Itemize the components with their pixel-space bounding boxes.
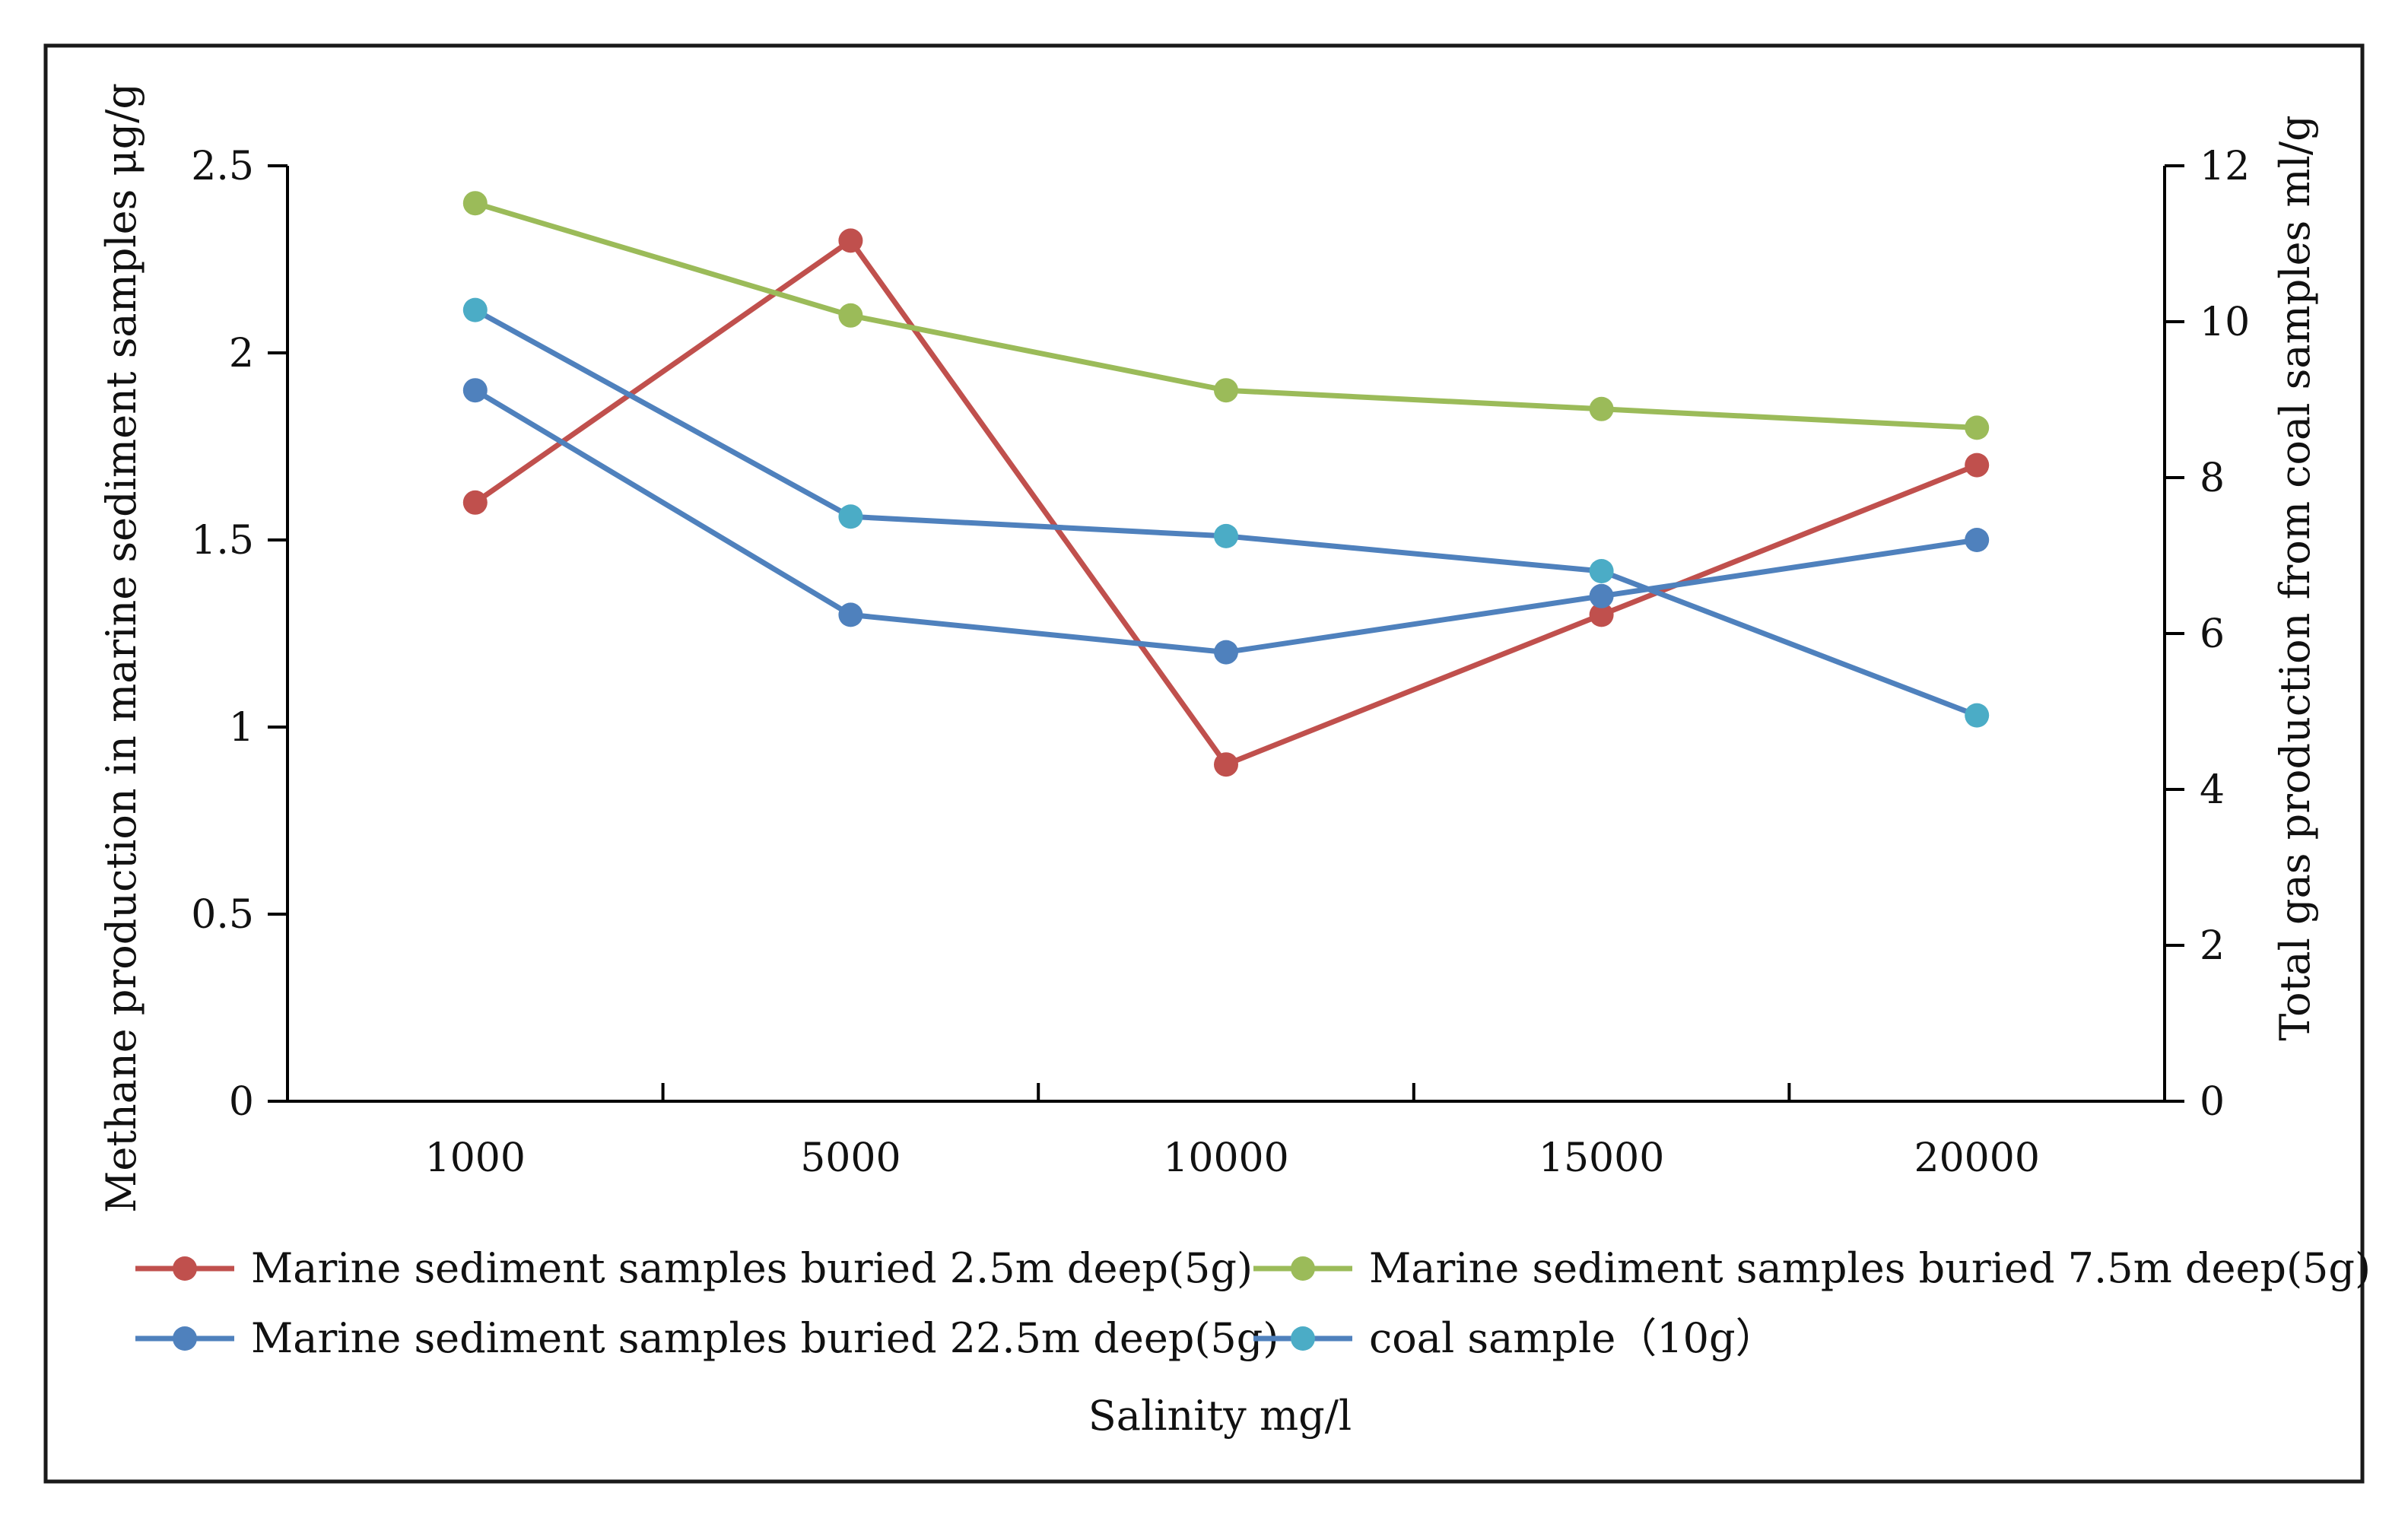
series-group bbox=[462, 191, 1990, 777]
y-left-tick-label: 2 bbox=[229, 331, 254, 376]
series-2 bbox=[462, 191, 1990, 440]
y-right-tick-label: 4 bbox=[2200, 767, 2225, 813]
data-point bbox=[462, 378, 488, 403]
data-point bbox=[462, 490, 488, 515]
data-point bbox=[1965, 528, 1990, 552]
legend-entry: Marine sediment samples buried 7.5m deep… bbox=[1253, 1244, 2371, 1292]
x-tick-label: 15000 bbox=[1539, 1135, 1664, 1181]
data-point bbox=[1589, 583, 1614, 608]
data-point bbox=[838, 602, 863, 627]
y-left-tick-label: 0.5 bbox=[191, 892, 254, 938]
data-point bbox=[1589, 559, 1614, 583]
legend: Marine sediment samples buried 2.5m deep… bbox=[135, 1244, 2371, 1362]
data-point bbox=[1214, 523, 1238, 548]
data-point bbox=[462, 191, 488, 216]
legend-label: Marine sediment samples buried 7.5m deep… bbox=[1369, 1244, 2371, 1292]
legend-entry: coal sample（10g） bbox=[1253, 1314, 1777, 1362]
legend-entry: Marine sediment samples buried 22.5m dee… bbox=[135, 1314, 1279, 1362]
x-tick-label: 20000 bbox=[1914, 1135, 2039, 1181]
data-point bbox=[838, 228, 863, 253]
data-point bbox=[462, 297, 488, 322]
x-tick-label: 1000 bbox=[425, 1135, 526, 1181]
legend-marker bbox=[173, 1326, 197, 1351]
legend-marker bbox=[1291, 1256, 1315, 1281]
data-point bbox=[1965, 415, 1990, 440]
legend-label: Marine sediment samples buried 2.5m deep… bbox=[251, 1244, 1253, 1292]
y-right-tick-label: 12 bbox=[2200, 144, 2250, 189]
data-point bbox=[1214, 378, 1238, 403]
data-point bbox=[1214, 640, 1238, 665]
legend-marker bbox=[1291, 1326, 1315, 1351]
y-right-tick-label: 10 bbox=[2200, 300, 2250, 345]
legend-label: Marine sediment samples buried 22.5m dee… bbox=[251, 1314, 1279, 1362]
data-point bbox=[1589, 602, 1614, 627]
data-point bbox=[838, 303, 863, 328]
series-1 bbox=[462, 228, 1990, 777]
y-left-tick-label: 1.5 bbox=[191, 518, 254, 564]
series-4 bbox=[462, 297, 1990, 728]
chart-frame bbox=[43, 43, 2365, 1484]
y-axis-right-title: Total gas production from coal samples m… bbox=[2271, 115, 2319, 1040]
legend-label: coal sample（10g） bbox=[1369, 1314, 1777, 1362]
x-tick-label: 10000 bbox=[1163, 1135, 1288, 1181]
y-left-tick-label: 2.5 bbox=[191, 144, 254, 189]
data-point bbox=[1589, 396, 1614, 421]
y-axis-left-title: Methane production in marine sediment sa… bbox=[97, 83, 145, 1213]
legend-entry: Marine sediment samples buried 2.5m deep… bbox=[135, 1244, 1253, 1292]
data-point bbox=[1965, 453, 1990, 478]
y-right-tick-label: 0 bbox=[2200, 1079, 2225, 1125]
data-point bbox=[1214, 752, 1238, 777]
y-right-tick-label: 8 bbox=[2200, 456, 2225, 501]
x-axis-title: Salinity mg/l bbox=[1088, 1392, 1352, 1440]
axes-group: 0 0.5 1 1.5 2 2.5 0 2 4 6 8 10 12 1000 5000 10000 15000 2… bbox=[191, 144, 2250, 1181]
legend-marker bbox=[173, 1256, 197, 1281]
series-3 bbox=[462, 378, 1990, 665]
y-right-tick-label: 6 bbox=[2200, 611, 2225, 657]
data-point bbox=[1965, 703, 1990, 728]
x-tick-label: 5000 bbox=[800, 1135, 901, 1181]
y-right-tick-label: 2 bbox=[2200, 923, 2225, 969]
y-left-tick-label: 1 bbox=[229, 705, 254, 751]
y-left-tick-label: 0 bbox=[229, 1079, 254, 1125]
data-point bbox=[838, 504, 863, 529]
